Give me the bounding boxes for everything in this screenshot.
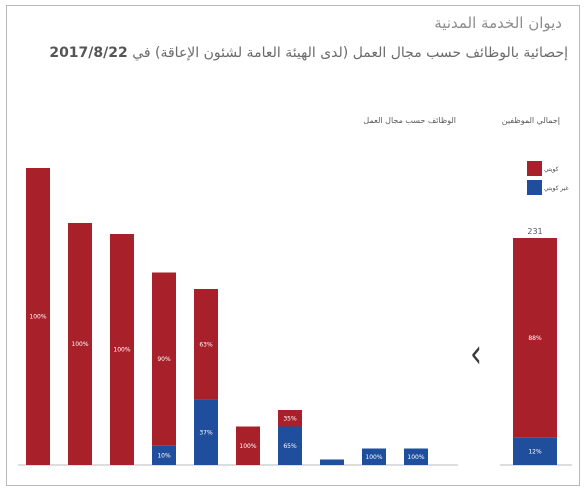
bar-label-non-kuwaiti: 65%	[283, 443, 297, 450]
total-bar-label-non-kuwaiti: 12%	[528, 448, 542, 455]
jobs-by-field-title: الوظائف حسب مجال العمل	[363, 116, 456, 125]
chart-subtitle: إحصائية بالوظائف حسب مجال العمل (لدى اله…	[49, 45, 568, 61]
subtitle-text: إحصائية بالوظائف حسب مجال العمل (لدى اله…	[132, 45, 568, 61]
organization-title: ديوان الخدمة المدنية	[434, 14, 562, 32]
bar-kuwaiti	[68, 223, 92, 465]
bar-non-kuwaiti	[362, 448, 386, 465]
total-bar-label-kuwaiti: 88%	[528, 335, 542, 342]
bar-label-kuwaiti: 90%	[157, 356, 171, 363]
bar-kuwaiti	[278, 410, 302, 427]
bar-label-kuwaiti: 100%	[71, 341, 88, 348]
total-employees-title: إجمالي الموظفين	[501, 116, 560, 125]
total-bar-kuwaiti	[513, 238, 557, 438]
total-value-label: 231	[527, 227, 542, 236]
bar-label-kuwaiti: 35%	[283, 415, 297, 422]
bar-label-kuwaiti: 100%	[113, 347, 130, 354]
bar-non-kuwaiti	[278, 426, 302, 465]
bar-non-kuwaiti	[152, 445, 176, 465]
subtitle-date: 2017/8/22	[49, 45, 128, 61]
bar-label-non-kuwaiti: 37%	[199, 429, 213, 436]
bar-kuwaiti	[152, 272, 176, 446]
bar-label-kuwaiti: 63%	[199, 341, 213, 348]
frame-border	[6, 5, 580, 486]
bar-label-non-kuwaiti: 100%	[365, 454, 382, 461]
bar-kuwaiti	[110, 234, 134, 465]
bar-label-non-kuwaiti: 10%	[157, 452, 171, 459]
bar-label-kuwaiti: 100%	[239, 443, 256, 450]
bar-non-kuwaiti	[194, 399, 218, 465]
bar-kuwaiti	[236, 426, 260, 465]
bar-non-kuwaiti	[320, 459, 344, 465]
legend-label-non-kuwaiti: غير كويتي	[544, 185, 569, 192]
bar-non-kuwaiti	[404, 448, 428, 465]
legend-label-kuwaiti: كويتي	[544, 166, 559, 173]
total-bar-non-kuwaiti	[513, 437, 557, 465]
legend-swatch-kuwaiti	[527, 161, 542, 176]
bar-kuwaiti	[26, 168, 50, 465]
bar-label-kuwaiti: 100%	[29, 314, 46, 321]
legend-swatch-non-kuwaiti	[527, 180, 542, 195]
bar-label-non-kuwaiti: 100%	[407, 454, 424, 461]
bar-kuwaiti	[194, 289, 218, 400]
previous-arrow-icon[interactable]: ‹	[470, 331, 482, 377]
